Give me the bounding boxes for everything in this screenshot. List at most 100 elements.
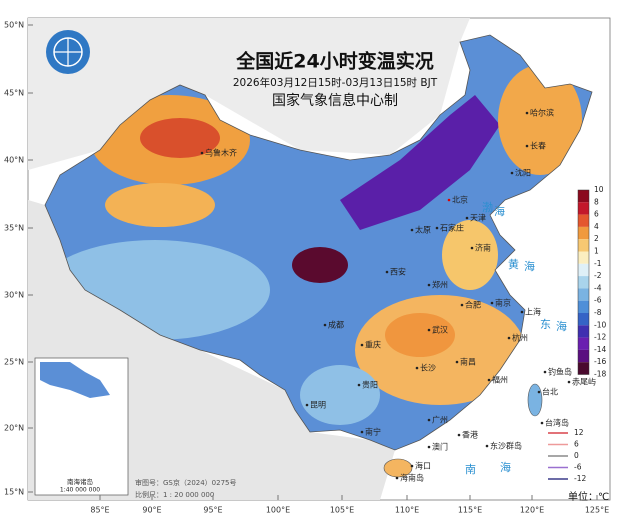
city-label: 南京 [495,298,511,308]
lon-label: 100°E [266,506,290,515]
city-dot [540,421,544,425]
city-label: 合肥 [465,300,481,310]
city-dot [427,445,431,449]
city-label: 海口 [415,461,431,471]
review-number: 审图号：GS京（2024）0275号 [135,478,237,487]
lon-label: 95°E [203,506,222,515]
city-label: 郑州 [432,280,448,290]
city-label: 杭州 [512,333,528,343]
city-label: 沈阳 [515,168,531,178]
city-label: 台湾岛 [545,418,569,428]
lat-label: 45°N [4,89,24,98]
sea-label: 海 [556,319,567,333]
lat-label: 35°N [4,224,24,233]
inset-title: 南海诸岛 [67,477,93,486]
city-label: 福州 [492,376,508,385]
lon-label: 115°E [458,506,482,515]
city-dot [465,216,469,220]
city-label: 石家庄 [440,223,464,233]
taiwan-island [527,383,543,417]
colorbar-label: 1 [594,247,599,256]
sea-label: 海 [524,259,535,273]
colorbar-label: -12 [594,333,606,342]
colorbar-swatch [578,263,589,277]
neighbor-land [28,18,470,170]
inset-land [40,362,110,398]
city-dot [507,336,511,340]
colorbar-label: 4 [594,222,599,231]
lat-label: 25°N [4,358,24,367]
city-dot [457,433,461,437]
sea-label: 海 [500,460,511,474]
sea-label: 南 [465,463,476,476]
city-label: 北京 [452,195,468,205]
colorbar-label: -16 [594,357,606,366]
colorbar-label: 10 [594,185,604,194]
city-label: 贵阳 [362,380,378,390]
sea-label: 海 [494,204,505,218]
city-dot [537,390,541,394]
city-dot [485,444,489,448]
lat-label: 20°N [4,424,24,433]
line-legend-label: -12 [574,474,586,483]
title: 全国近24小时变温实况 [235,50,433,73]
lat-label: 50°N [4,21,24,30]
sea-label: 黄 [508,257,519,271]
city-label: 西安 [390,267,406,277]
colorbar-label: -10 [594,320,606,329]
colorbar-swatch [578,325,589,338]
city-dot [487,378,491,382]
city-dot [455,360,459,364]
city-label: 长春 [530,141,546,151]
city-label: 太原 [415,225,431,235]
city-dot [525,111,529,115]
city-label: 上海 [525,307,541,317]
city-label: 武汉 [432,325,448,335]
colorbar-swatch [578,313,589,326]
city-label: 澳门 [432,442,448,452]
unit: 单位：℃ [568,490,609,503]
city-label: 赤尾屿 [572,378,596,387]
city-label: 乌鲁木齐 [205,148,237,158]
city-label: 昆明 [310,401,326,410]
line-legend-label: -6 [574,463,582,472]
colorbar-label: -4 [594,283,602,292]
city-dot [357,383,361,387]
line-legend-label: 12 [574,428,584,437]
colorbar-swatch [578,214,589,227]
colorbar-label: 6 [594,210,599,219]
city-dot [435,226,439,230]
city-dot [460,303,464,307]
logo [46,30,90,74]
map-scale: 比例尺：1 : 20 000 000 [135,490,214,499]
city-dot [360,343,364,347]
city-label: 天津 [470,213,486,223]
city-dot [447,198,451,202]
colorbar-label: -1 [594,259,602,268]
colorbar-swatch [578,239,589,252]
colorbar-swatch [578,226,589,240]
city-dot [510,171,514,175]
colorbar-label: -8 [594,308,602,317]
colorbar-label: -6 [594,296,602,305]
china-outline [44,34,593,451]
hainan-island [383,458,413,478]
lat-label: 15°N [4,488,24,497]
city-dot [360,430,364,434]
city-label: 南宁 [365,427,381,437]
city-dot [427,418,431,422]
city-label: 海南岛 [400,473,424,483]
city-label: 成都 [328,320,344,330]
city-label: 香港 [462,430,478,440]
lat-label: 30°N [4,291,24,300]
city-dot [415,366,419,370]
colorbar-swatch [578,251,589,264]
city-dot [410,228,414,232]
city-dot [305,403,309,407]
city-dot [470,246,474,250]
city-dot [490,301,494,305]
city-dot [520,310,524,314]
colorbar-label: 2 [594,234,599,243]
sea-label: 渤 [482,201,493,214]
city-dot [567,380,571,384]
